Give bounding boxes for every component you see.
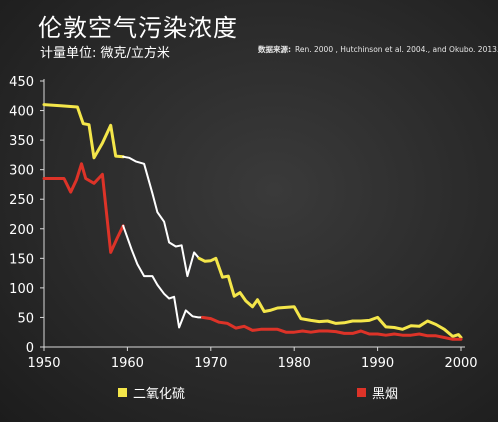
y-tick-label: 200 <box>9 223 34 238</box>
x-tick-label: 1960 <box>111 356 144 371</box>
x-tick-label: 1970 <box>194 356 227 371</box>
legend-swatch-smoke <box>357 388 366 397</box>
smoke-line-segment <box>42 162 125 254</box>
y-tick-label: 150 <box>9 252 34 267</box>
so2-line-segment <box>197 256 463 339</box>
legend-item-smoke: 黑烟 <box>357 383 398 402</box>
y-tick-label: 100 <box>9 282 34 297</box>
y-tick-label: 0 <box>26 341 34 356</box>
legend-swatch-so2 <box>118 388 127 397</box>
source-text: Ren. 2000 , Hutchinson et al. 2004., and… <box>295 45 498 54</box>
legend-label-so2: 二氧化硫 <box>133 387 186 402</box>
x-tick-label: 2000 <box>444 356 477 371</box>
y-tick-label: 300 <box>9 164 34 179</box>
smoke-line-segment <box>122 224 204 329</box>
so2-line-segment <box>42 103 125 160</box>
y-tick-label: 250 <box>9 193 34 208</box>
x-tick-label: 1980 <box>278 356 311 371</box>
y-tick-label: 450 <box>9 75 34 90</box>
legend-label-smoke: 黑烟 <box>372 387 399 402</box>
axes: 0 50 100 150 200 250 300 350 400 450 1950 1960 1970 1… <box>9 75 477 371</box>
smoke-line-segment <box>201 315 463 341</box>
source-label: 数据来源: <box>258 45 291 54</box>
legend-item-so2: 二氧化硫 <box>118 383 185 402</box>
y-tick-label: 400 <box>9 105 34 120</box>
y-tick-label: 50 <box>17 311 34 326</box>
y-tick-label: 350 <box>9 134 34 149</box>
so2-line-segment <box>122 155 201 278</box>
x-tick-label: 1950 <box>27 356 60 371</box>
chart-title: 伦敦空气污染浓度 <box>38 14 238 42</box>
x-tick-label: 1990 <box>361 356 394 371</box>
series-lines <box>42 103 463 341</box>
source-note: 数据来源: Ren. 2000 , Hutchinson et al. 2004.… <box>258 44 498 55</box>
chart-subtitle: 计量单位: 微克/立方米 <box>40 46 170 61</box>
